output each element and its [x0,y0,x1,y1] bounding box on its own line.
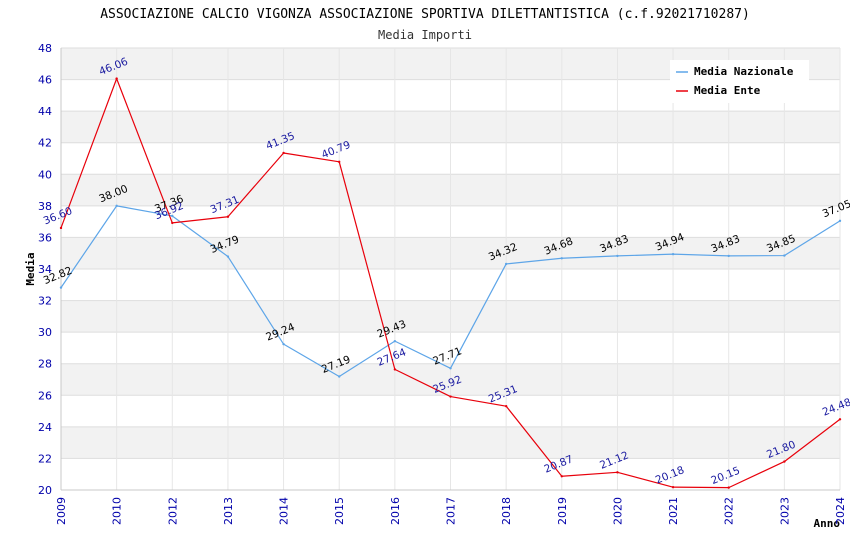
y-tick-label: 20 [38,484,52,497]
data-point [59,226,63,230]
legend-label-ente: Media Ente [694,84,761,97]
legend: Media Nazionale Media Ente [670,60,809,103]
x-tick-label: 2016 [389,497,402,525]
x-tick-label: 2009 [55,497,68,525]
data-point [783,460,786,463]
x-tick-label: 2022 [723,497,736,525]
series-layer [59,77,842,489]
data-point [838,418,842,421]
chart-subtitle: Media Importi [378,28,472,42]
y-tick-label: 30 [38,326,52,339]
y-tick-label: 46 [38,74,52,87]
y-tick-label: 26 [38,389,52,402]
y-tick-label: 36 [38,231,52,244]
x-tick-label: 2015 [333,497,346,525]
x-tick-labels: 2009 2010 2012 2013 2014 2015 2016 2017 2018 2019… [55,497,847,525]
y-tick-label: 48 [38,42,52,55]
data-label: 20.18 [654,464,686,486]
data-point [338,375,341,378]
y-tick-label: 24 [38,421,52,434]
y-axis-label: Media [24,252,37,285]
chart-title: ASSOCIAZIONE CALCIO VIGONZA ASSOCIAZIONE… [100,7,750,22]
x-tick-label: 2013 [222,497,235,525]
x-tick-label: 2014 [278,497,291,525]
data-point [560,475,563,478]
y-tick-label: 40 [38,168,52,181]
data-point [59,286,63,289]
data-point [616,471,619,474]
data-point [171,221,174,225]
data-point [671,252,675,256]
data-point [727,254,730,258]
x-tick-label: 2024 [834,497,847,525]
y-tick-label: 44 [38,105,52,118]
x-tick-label: 2019 [556,497,569,525]
data-point [560,257,563,260]
x-tick-label: 2010 [111,497,124,525]
data-point [504,404,508,408]
y-tick-label: 42 [38,137,52,150]
data-point [338,160,341,164]
data-point [671,485,675,489]
data-point [504,262,508,266]
data-label: 24.48 [821,396,850,418]
data-point [282,342,285,346]
data-point [616,254,619,258]
x-tick-label: 2017 [445,497,458,525]
x-tick-label: 2021 [667,497,680,525]
y-tick-label: 38 [38,200,52,213]
data-point [226,215,230,218]
legend-box [670,60,809,103]
legend-label-nazionale: Media Nazionale [694,65,794,78]
y-tick-labels: 20 22 24 26 28 30 32 34 36 38 40 42 44 46 48 [38,42,52,497]
data-point [449,395,452,398]
data-point [226,255,230,258]
data-point [115,204,118,208]
data-point [393,339,397,343]
data-point [393,368,397,371]
y-tick-label: 34 [38,263,52,276]
x-tick-label: 2020 [611,497,624,525]
x-tick-label: 2018 [500,497,513,525]
data-point [282,151,285,155]
data-point [727,486,730,489]
data-point [115,77,118,80]
data-point [449,367,452,370]
data-point [783,254,786,257]
y-tick-label: 28 [38,358,52,371]
data-point [838,219,842,223]
y-tick-label: 22 [38,452,52,465]
x-tick-label: 2023 [778,497,791,525]
y-tick-label: 32 [38,295,52,308]
x-axis-label: Anno [814,517,841,530]
x-tick-label: 2012 [166,497,179,525]
data-point [171,214,174,218]
